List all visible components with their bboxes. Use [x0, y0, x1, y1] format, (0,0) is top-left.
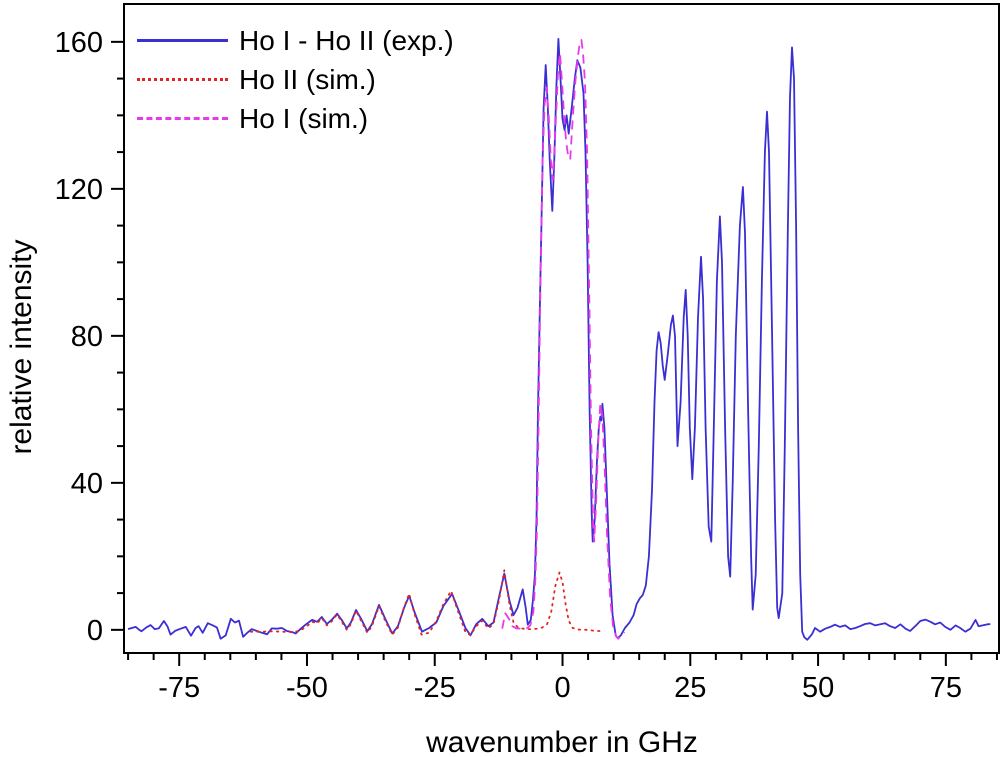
y-axis-title: relative intensity: [5, 239, 38, 455]
legend-label-ho1-sim: Ho I (sim.): [239, 102, 369, 134]
legend-item-ho1-sim: Ho I (sim.): [137, 99, 454, 138]
x-axis-title: wavenumber in GHz: [426, 726, 698, 757]
legend: Ho I - Ho II (exp.) Ho II (sim.) Ho I (s…: [137, 21, 454, 138]
legend-label-ho2-sim: Ho II (sim.): [239, 63, 376, 95]
series-line-2: [501, 39, 626, 640]
y-tick-label: 160: [55, 27, 103, 59]
legend-item-ho2-sim: Ho II (sim.): [137, 60, 454, 99]
x-tick-label: -25: [414, 672, 456, 704]
x-tick-label: 25: [674, 672, 706, 704]
plot-frame: [123, 3, 1000, 654]
x-tick-label: 50: [802, 672, 834, 704]
x-tick-label: -50: [286, 672, 328, 704]
axis-ticks: [111, 40, 998, 666]
x-tick-label: 0: [554, 672, 570, 704]
series-line-1: [249, 569, 602, 636]
x-tick-label: -75: [158, 672, 200, 704]
legend-item-exp: Ho I - Ho II (exp.): [137, 21, 454, 60]
legend-line-ho2-dotted: [137, 78, 228, 81]
tick-labels: -75 -50 -25 0 25 50 75 0 40 80 120 160: [55, 27, 962, 704]
legend-line-exp-solid: [137, 39, 228, 42]
x-tick-label: 75: [930, 672, 962, 704]
y-tick-label: 0: [87, 615, 103, 647]
y-tick-label: 80: [71, 321, 103, 353]
y-tick-label: 40: [71, 468, 103, 500]
legend-label-exp: Ho I - Ho II (exp.): [239, 24, 454, 56]
legend-line-ho1-dashed: [137, 117, 228, 120]
y-tick-label: 120: [55, 174, 103, 206]
